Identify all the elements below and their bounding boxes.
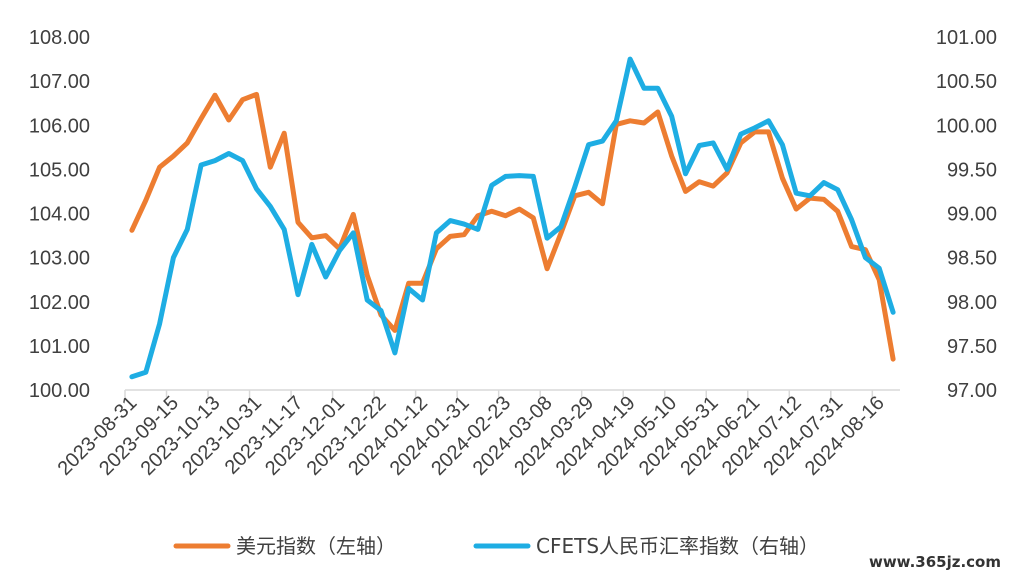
legend: 美元指数（左轴） CFETS人民币汇率指数（右轴）	[173, 534, 819, 558]
x-axis-ticks	[124, 390, 874, 397]
series-lines	[129, 56, 896, 380]
left-y-axis-labels: 100.00 101.00 102.00 103.00 104.00 105.00 106.…	[29, 27, 90, 402]
series-line-2	[129, 56, 896, 380]
left-y-tick-label: 105.00	[29, 159, 90, 181]
legend-label: CFETS人民币汇率指数（右轴）	[536, 534, 819, 558]
left-y-tick-label: 107.00	[29, 71, 90, 93]
x-axis-labels: 2023-08-312023-09-152023-10-132023-10-31…	[54, 392, 889, 480]
right-y-tick-label: 100.00	[936, 115, 997, 137]
left-y-tick-label: 108.00	[29, 27, 90, 49]
right-y-axis-labels: 97.00 97.50 98.00 98.50 99.00 99.50 100.00 100.…	[936, 27, 997, 402]
right-y-tick-label: 98.00	[947, 292, 997, 314]
right-y-tick-label: 99.00	[947, 204, 997, 226]
right-y-tick-label: 101.00	[936, 27, 997, 49]
legend-label: 美元指数（左轴）	[236, 534, 396, 558]
left-y-tick-label: 103.00	[29, 248, 90, 270]
left-y-tick-label: 101.00	[29, 336, 90, 358]
watermark: www.365jz.com	[864, 551, 1005, 573]
series-line-1	[129, 91, 896, 362]
right-y-tick-label: 97.50	[947, 336, 997, 358]
left-y-tick-label: 104.00	[29, 204, 90, 226]
right-y-tick-label: 100.50	[936, 71, 997, 93]
left-y-tick-label: 100.00	[29, 380, 90, 402]
left-y-tick-label: 106.00	[29, 115, 90, 137]
right-y-tick-label: 97.00	[947, 380, 997, 402]
right-y-tick-label: 98.50	[947, 248, 997, 270]
left-y-tick-label: 102.00	[29, 292, 90, 314]
right-y-tick-label: 99.50	[947, 159, 997, 181]
